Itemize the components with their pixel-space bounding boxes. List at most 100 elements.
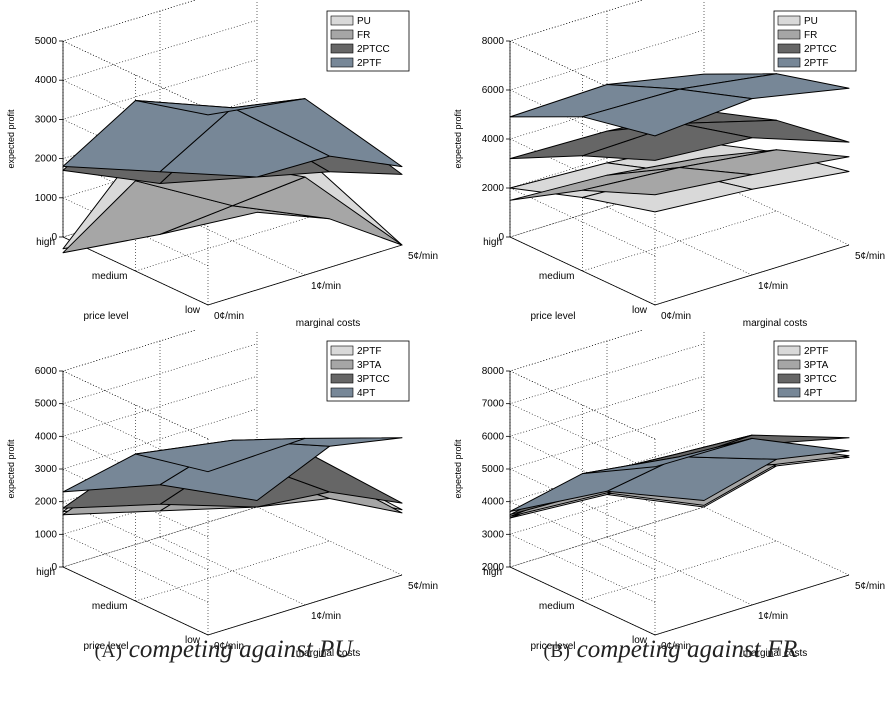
legend-label: 3PTA bbox=[804, 360, 829, 371]
surface-chart-0: 0 1000 2000 3000 4000 5000 0¢/min 1¢/min 5¢/min l… bbox=[6, 0, 438, 329]
legend-swatch bbox=[330, 43, 354, 54]
y-tick-label: high bbox=[483, 567, 502, 578]
x-tick-label: 0¢/min bbox=[214, 641, 244, 652]
legend-swatch bbox=[330, 373, 354, 384]
x-tick-label: 5¢/min bbox=[408, 251, 438, 262]
y-grid-floor bbox=[509, 506, 705, 568]
legend-swatch bbox=[330, 345, 354, 356]
x-grid-floor bbox=[606, 536, 753, 606]
y-tick-label: medium bbox=[539, 271, 575, 282]
y-grid-floor bbox=[582, 540, 777, 602]
legend-swatch bbox=[777, 387, 801, 398]
z-tick-label: 2000 bbox=[482, 183, 505, 194]
caption-b: (B) competing against FR bbox=[447, 636, 894, 664]
z-tick-label: 6000 bbox=[482, 431, 505, 442]
z-axis-title: expected profit bbox=[6, 109, 16, 169]
z-tick-label: 7000 bbox=[482, 399, 505, 410]
x-tick-label: 1¢/min bbox=[311, 611, 341, 622]
surface-4pt bbox=[509, 437, 850, 512]
z-tick-label: 4000 bbox=[35, 75, 58, 86]
z-tick-label: 2000 bbox=[482, 562, 505, 573]
legend-label: PU bbox=[804, 16, 818, 27]
x-tick-label: 1¢/min bbox=[311, 281, 341, 292]
legend-swatch bbox=[330, 387, 354, 398]
legend-label: 2PTF bbox=[357, 58, 381, 69]
y-axis-title: price level bbox=[530, 641, 575, 652]
legend-swatch bbox=[330, 57, 354, 68]
legend-label: PU bbox=[357, 16, 371, 27]
z-tick-label: 4000 bbox=[482, 497, 505, 508]
legend-swatch bbox=[330, 15, 354, 26]
x-grid-floor bbox=[256, 506, 403, 576]
legend-label: 3PTCC bbox=[804, 374, 837, 385]
legend-label: 3PTA bbox=[357, 360, 382, 371]
legend-swatch bbox=[777, 57, 801, 68]
legend: 2PTF 3PTA 3PTCC 4PT bbox=[326, 340, 410, 402]
x-axis-line bbox=[207, 244, 403, 306]
z-tick-label: 8000 bbox=[482, 36, 505, 47]
chart-panel-pu-top: 0 1000 2000 3000 4000 5000 0¢/min 1¢/min 5¢/min l… bbox=[0, 0, 447, 330]
z-tick-label: 3000 bbox=[35, 464, 58, 475]
legend-label: 3PTCC bbox=[357, 374, 390, 385]
surface-patch bbox=[582, 437, 753, 475]
surface-fr bbox=[509, 149, 850, 201]
legend-label: FR bbox=[804, 30, 817, 41]
legend-label: 2PTF bbox=[804, 346, 828, 357]
x-axis-line bbox=[654, 574, 850, 636]
y-tick-label: high bbox=[483, 237, 502, 248]
z-tick-label: 6000 bbox=[482, 85, 505, 96]
x-tick-label: 5¢/min bbox=[855, 251, 885, 262]
chart-panel-fr-top: 0 2000 4000 6000 8000 0¢/min 1¢/min 5¢/min low me… bbox=[447, 0, 894, 330]
z-tick-label: 0 bbox=[51, 232, 57, 243]
legend-label: 2PTF bbox=[804, 58, 828, 69]
legend-swatch bbox=[777, 345, 801, 356]
surface-patch bbox=[582, 167, 753, 196]
z-axis-title: expected profit bbox=[453, 439, 463, 499]
x-tick-label: 5¢/min bbox=[408, 581, 438, 592]
surface-chart-1: 0 2000 4000 6000 8000 0¢/min 1¢/min 5¢/min low me… bbox=[453, 0, 885, 329]
y-axis-line bbox=[62, 566, 209, 636]
legend-swatch bbox=[777, 359, 801, 370]
surface-2ptf bbox=[62, 98, 403, 178]
x-tick-label: 0¢/min bbox=[214, 311, 244, 322]
y-grid-floor bbox=[135, 210, 330, 272]
y-grid-floor bbox=[509, 176, 705, 238]
y-grid-floor bbox=[135, 540, 330, 602]
x-axis-title: marginal costs bbox=[296, 318, 360, 329]
caption-a-text: competing against PU bbox=[128, 636, 353, 663]
x-tick-label: 0¢/min bbox=[661, 641, 691, 652]
y-axis-title: price level bbox=[83, 311, 128, 322]
y-tick-label: medium bbox=[92, 601, 128, 612]
z-grid-line bbox=[509, 506, 705, 636]
x-grid-floor bbox=[703, 506, 850, 576]
z-tick-label: 1000 bbox=[35, 529, 58, 540]
z-tick-label: 5000 bbox=[482, 464, 505, 475]
legend-swatch bbox=[330, 29, 354, 40]
legend-label: 4PT bbox=[804, 388, 822, 399]
z-tick-label: 5000 bbox=[35, 36, 58, 47]
legend-label: 2PTCC bbox=[357, 44, 390, 55]
y-tick-label: low bbox=[632, 635, 648, 646]
z-tick-label: 8000 bbox=[482, 366, 505, 377]
x-grid-floor bbox=[606, 206, 753, 276]
y-axis-title: price level bbox=[83, 641, 128, 652]
x-tick-label: 0¢/min bbox=[661, 311, 691, 322]
legend-swatch bbox=[777, 15, 801, 26]
z-tick-label: 4000 bbox=[482, 134, 505, 145]
surface-4pt bbox=[62, 437, 403, 501]
z-tick-label: 2000 bbox=[35, 154, 58, 165]
z-axis-title: expected profit bbox=[453, 109, 463, 169]
z-tick-label: 0 bbox=[498, 232, 504, 243]
surface-patch bbox=[582, 88, 753, 137]
legend: PU FR 2PTCC 2PTF bbox=[326, 10, 410, 72]
legend-swatch bbox=[777, 373, 801, 384]
z-tick-label: 2000 bbox=[35, 497, 58, 508]
z-tick-label: 5000 bbox=[35, 399, 58, 410]
surface-chart-3: 2000 3000 4000 5000 6000 7000 8000 0¢/min 1¢/min… bbox=[453, 330, 885, 659]
y-grid-floor bbox=[582, 210, 777, 272]
caption-a-tag: (A) bbox=[94, 641, 123, 662]
surface-chart-2: 0 1000 2000 3000 4000 5000 6000 0¢/min 1¢/min 5¢/… bbox=[6, 330, 438, 659]
legend-swatch bbox=[330, 359, 354, 370]
x-axis-title: marginal costs bbox=[743, 318, 807, 329]
